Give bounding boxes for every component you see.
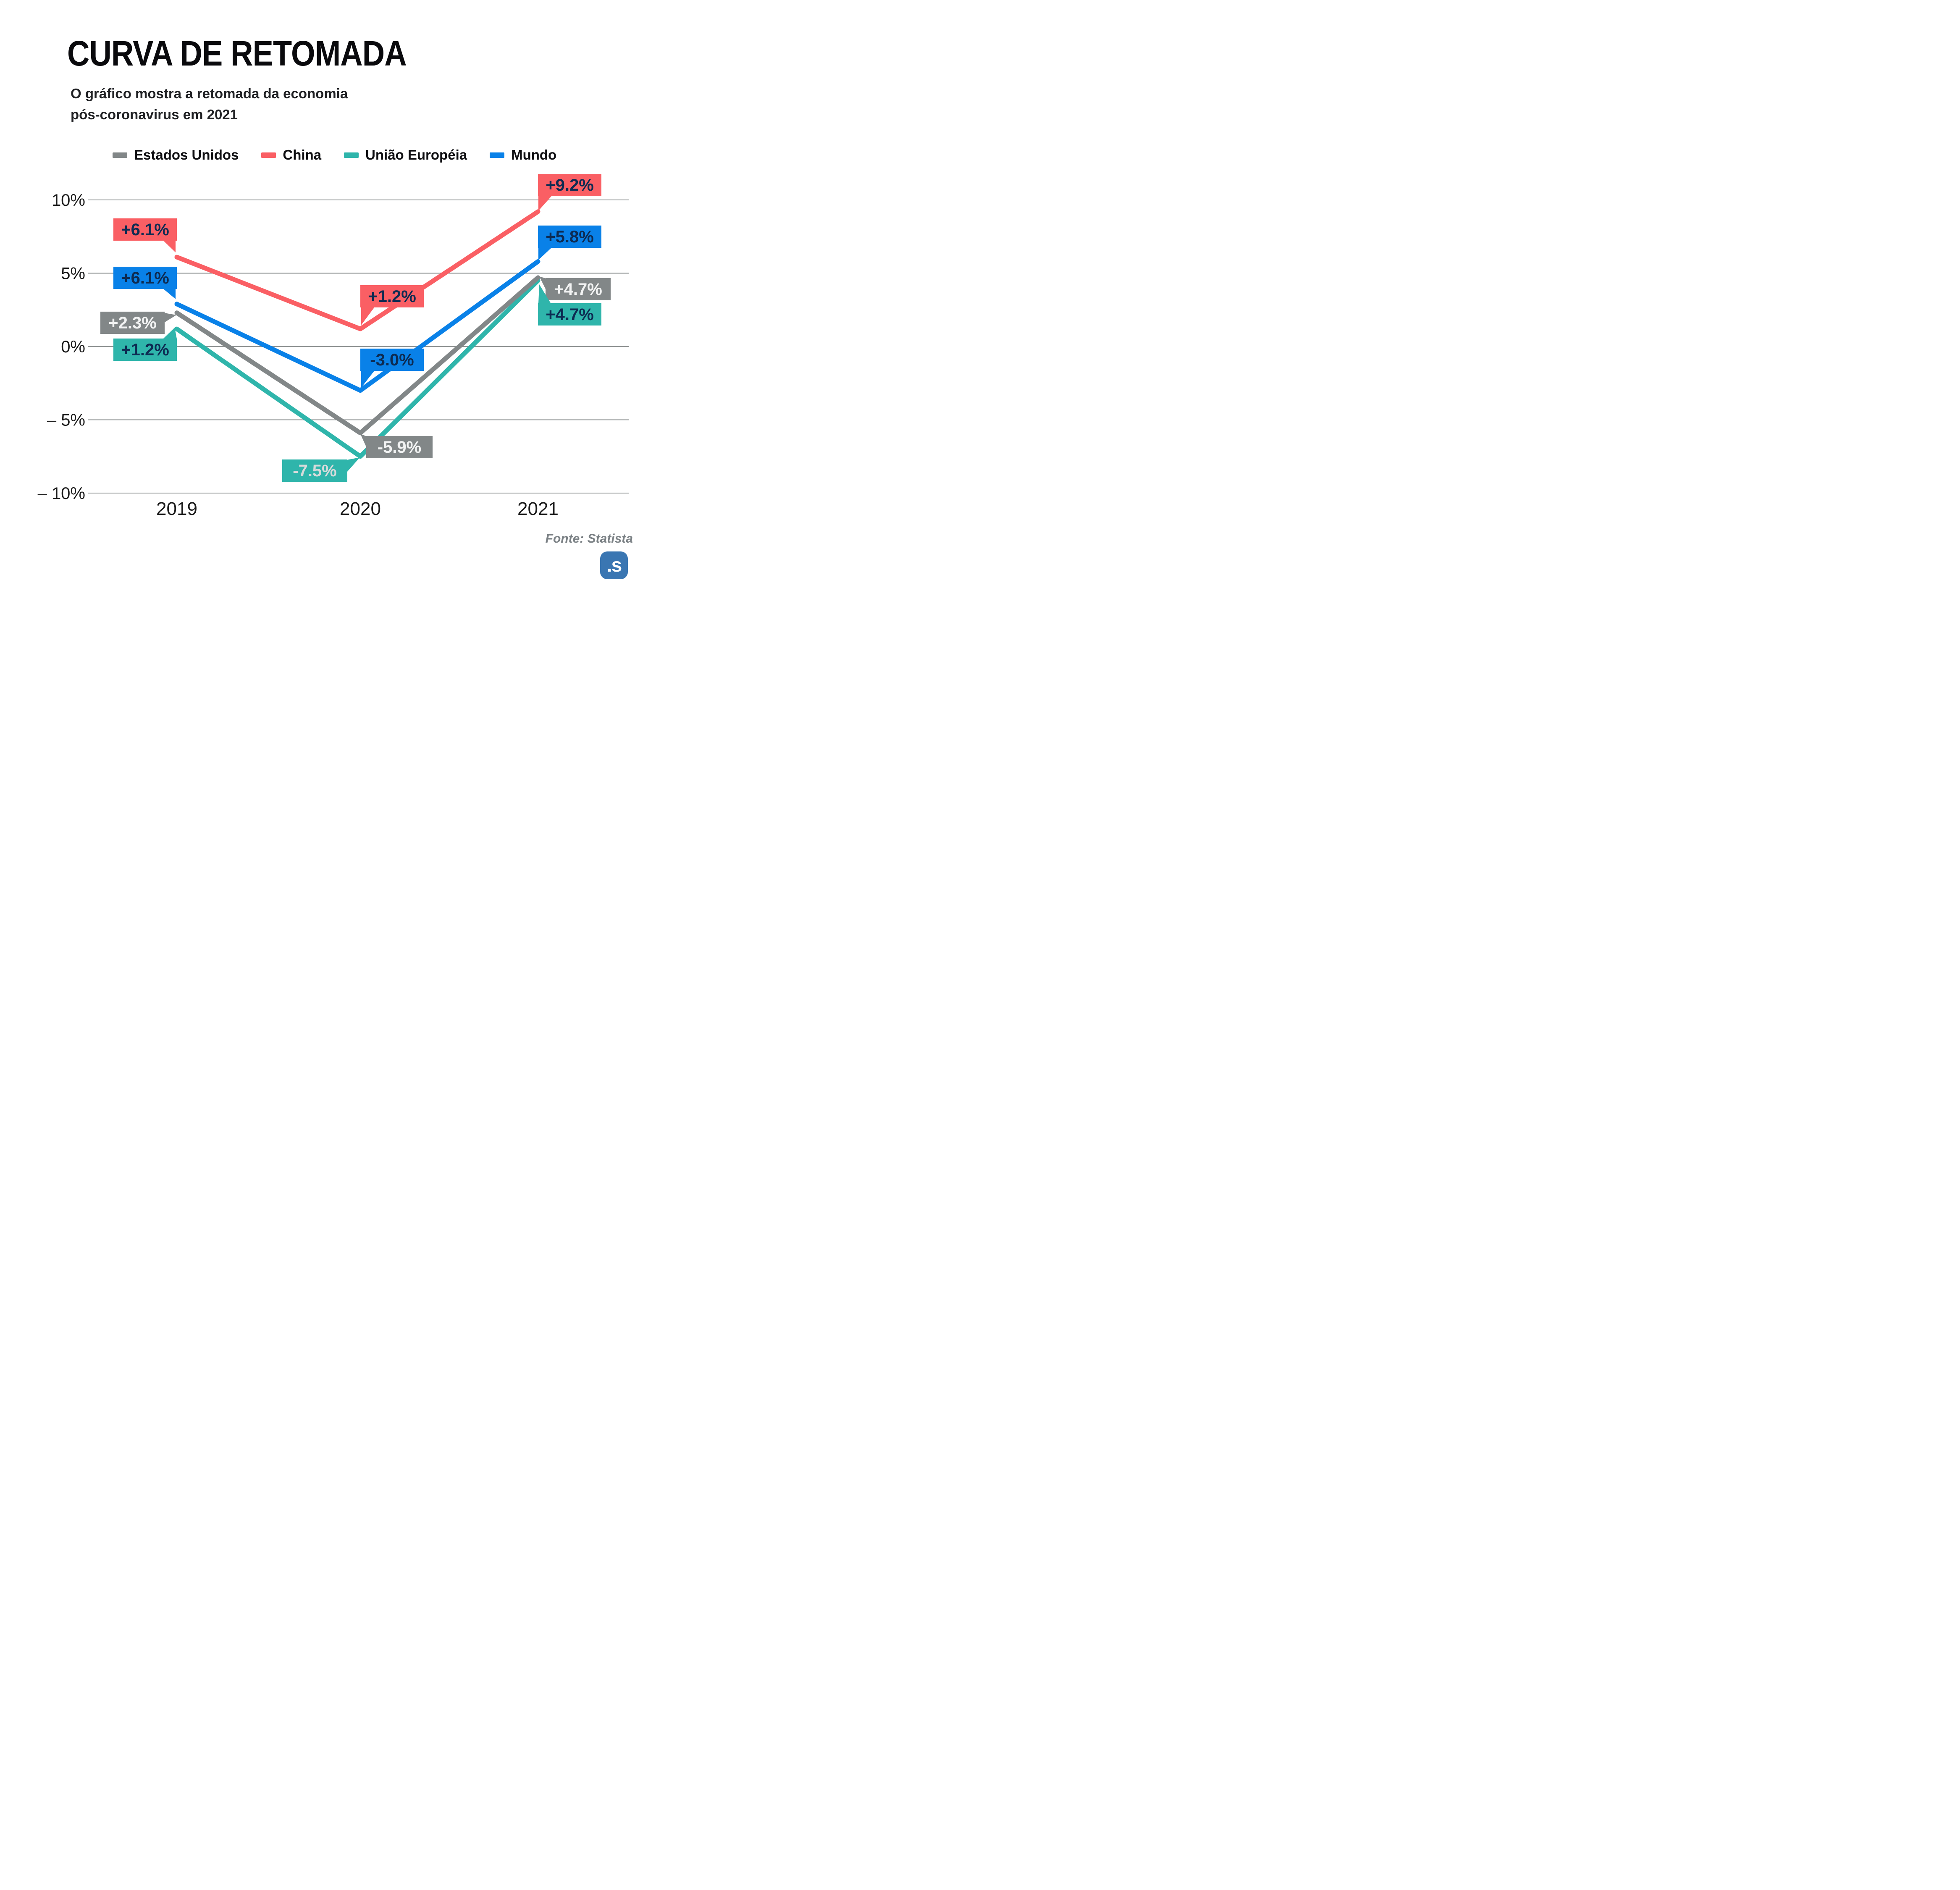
series-line-união-européia: [174, 278, 541, 459]
y-tick-label: 0%: [61, 338, 85, 356]
annotation-tail: [538, 284, 551, 304]
annotation-tail: [164, 313, 176, 323]
legend-item-mundo: Mundo: [490, 147, 556, 163]
subtitle: O gráfico mostra a retomada da economia …: [71, 83, 348, 125]
legend-label: Estados Unidos: [134, 147, 239, 163]
annotation-box: [113, 218, 177, 241]
annotation-box: [360, 285, 424, 307]
annotation-tail: [347, 457, 360, 472]
legend-item-china: China: [261, 147, 321, 163]
annotation-value: +6.1%: [121, 220, 169, 239]
annotation-tail: [361, 307, 375, 325]
annotation-tail: [361, 370, 375, 388]
line-chart: 10% 5% 0% – 5% – 10% 2019 2020 2021 +6.1% +6.1% +2…: [38, 174, 629, 519]
annotation-box: [113, 339, 177, 361]
legend-label: China: [283, 147, 322, 163]
annotation-tail: [360, 434, 367, 448]
annotation-box: [282, 459, 347, 482]
legend-swatch-icon: [261, 152, 276, 158]
annotation-tail: [163, 240, 176, 252]
annotation-box: [366, 436, 433, 458]
annotation-tail: [538, 247, 552, 260]
x-tick-label: 2020: [340, 499, 381, 519]
x-tick-label: 2021: [517, 499, 559, 519]
series-line-china: [174, 209, 541, 331]
legend-item-estados-unidos: Estados Unidos: [113, 147, 239, 163]
legend-swatch-icon: [344, 152, 359, 158]
annotation-value: +5.8%: [546, 228, 594, 246]
infographic: CURVA DE RETOMADA O gráfico mostra a ret…: [0, 0, 653, 630]
subtitle-line-2: pós-coronavirus em 2021: [71, 107, 238, 122]
annotation-box: [538, 226, 601, 248]
subtitle-line-1: O gráfico mostra a retomada da economia: [71, 86, 348, 101]
annotation-tail: [539, 276, 546, 290]
legend: Estados Unidos China União Européia Mundo: [113, 147, 556, 163]
legend-item-união-européia: União Européia: [344, 147, 467, 163]
annotation-value: +2.3%: [108, 314, 157, 332]
annotation-value: -3.0%: [370, 351, 414, 369]
legend-swatch-icon: [490, 152, 505, 158]
annotation-tail: [538, 196, 552, 211]
annotation-box: [360, 349, 424, 371]
annotation-value: -5.9%: [378, 438, 422, 457]
annotation-box: [546, 278, 611, 300]
annotation-value: +9.2%: [546, 176, 594, 194]
legend-label: Mundo: [511, 147, 557, 163]
annotation-tail: [163, 328, 177, 339]
y-tick-label: – 5%: [47, 411, 85, 430]
y-tick-label: 10%: [52, 191, 85, 210]
source-note: Fonte: Statista: [545, 532, 633, 546]
annotation-value: +4.7%: [546, 305, 594, 324]
annotation-box: [538, 303, 601, 326]
annotation-box: [538, 174, 601, 196]
y-tick-label: – 10%: [38, 484, 85, 503]
annotation-value: +6.1%: [121, 269, 169, 287]
legend-label: União Européia: [365, 147, 467, 163]
legend-swatch-icon: [113, 152, 127, 158]
annotation-value: +1.2%: [368, 287, 416, 306]
x-tick-label: 2019: [156, 499, 197, 519]
annotation-box: [100, 312, 165, 334]
y-tick-label: 5%: [61, 265, 85, 283]
statista-logo: .s: [600, 551, 628, 579]
page-title: CURVA DE RETOMADA: [67, 34, 407, 73]
annotation-value: -7.5%: [293, 462, 337, 480]
annotation-box: [113, 267, 177, 289]
series-line-mundo: [174, 259, 541, 393]
annotation-tail: [163, 289, 176, 299]
annotation-value: +4.7%: [554, 280, 602, 299]
annotation-value: +1.2%: [121, 341, 169, 359]
series-line-estados-unidos: [174, 275, 541, 436]
statista-logo-glyph: .s: [606, 554, 622, 576]
